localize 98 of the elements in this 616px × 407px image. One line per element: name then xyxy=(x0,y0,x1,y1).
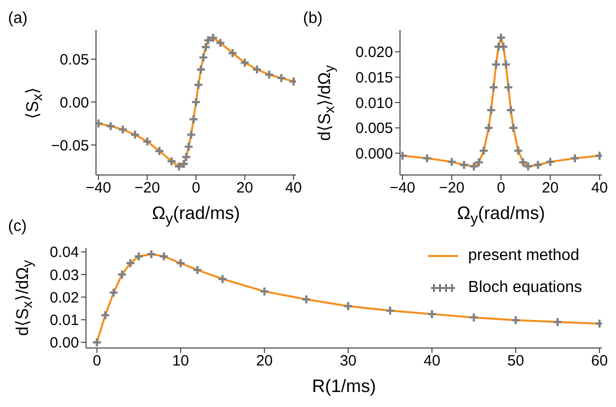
x-tick-label: 50 xyxy=(507,352,524,370)
point xyxy=(513,146,524,156)
x-tick-label: 0 xyxy=(92,352,102,370)
x-tick-label: 60 xyxy=(591,352,608,370)
point xyxy=(178,158,189,169)
point xyxy=(134,251,144,262)
point xyxy=(446,156,457,167)
point xyxy=(190,96,202,108)
point xyxy=(545,156,556,167)
point xyxy=(125,258,136,268)
point xyxy=(264,70,274,80)
point xyxy=(227,48,238,58)
x-tick-label: 20 xyxy=(256,352,273,370)
x-tick-label: 0 xyxy=(192,180,200,197)
y-tick-label: 0.015 xyxy=(355,69,393,86)
point xyxy=(468,312,479,323)
point xyxy=(198,52,208,63)
x-axis-title: Ω$_{y}$(rad/ms) xyxy=(152,203,240,228)
x-tick-label: 40 xyxy=(424,352,440,370)
point xyxy=(570,153,580,164)
point xyxy=(203,35,214,46)
x-tick-label: −40 xyxy=(86,180,112,197)
x-tick-label: 0 xyxy=(496,180,506,197)
point xyxy=(252,64,262,75)
x-tick-label: 20 xyxy=(542,180,559,197)
y-tick-label: 0.020 xyxy=(355,44,393,62)
point xyxy=(276,72,286,84)
point xyxy=(92,337,102,348)
point xyxy=(508,122,518,133)
y-tick-label: 0.04 xyxy=(50,244,79,262)
y-tick-label: 0.05 xyxy=(60,51,89,68)
x-tick-label: −20 xyxy=(439,180,464,197)
y-tick-label: 0.010 xyxy=(355,94,393,112)
point xyxy=(496,32,506,43)
point xyxy=(422,153,432,164)
x-tick-label: −20 xyxy=(134,180,160,197)
point xyxy=(506,105,516,116)
point xyxy=(158,251,170,262)
y-tick-label: 0.000 xyxy=(355,146,393,163)
point xyxy=(510,315,521,326)
point xyxy=(486,105,496,116)
point xyxy=(130,130,140,140)
point xyxy=(478,146,489,156)
point xyxy=(343,301,354,312)
point xyxy=(154,146,165,156)
x-tick-label: 20 xyxy=(236,180,254,197)
x-tick-label: −40 xyxy=(390,180,416,197)
point xyxy=(474,157,484,168)
y-tick-label: 0.00 xyxy=(60,94,89,112)
point xyxy=(193,80,204,90)
point xyxy=(484,122,494,133)
point xyxy=(181,152,192,162)
y-tick-label: 0.03 xyxy=(50,266,79,284)
point xyxy=(192,264,203,276)
x-axis-title: Ω$_{y}$(rad/ms) xyxy=(457,203,545,228)
point xyxy=(259,286,270,297)
x-tick-label: 10 xyxy=(172,352,189,370)
point xyxy=(532,160,544,170)
x-tick-label: 40 xyxy=(591,180,608,197)
point xyxy=(184,142,194,152)
point xyxy=(176,258,186,268)
point xyxy=(503,82,514,92)
y-tick-label: −0.05 xyxy=(51,137,89,154)
point xyxy=(142,136,152,147)
line-series xyxy=(97,36,295,168)
x-tick-label: 30 xyxy=(340,352,357,370)
point xyxy=(488,82,499,92)
point xyxy=(301,294,312,304)
point xyxy=(188,114,199,124)
point xyxy=(200,42,211,52)
point xyxy=(108,287,119,298)
point xyxy=(196,64,206,75)
point xyxy=(217,274,228,284)
point xyxy=(458,160,470,170)
y-tick-label: 0.005 xyxy=(355,120,393,138)
x-axis-title: R(1/ms) xyxy=(312,376,376,397)
point xyxy=(426,308,438,320)
point xyxy=(106,120,116,132)
chart-title: (c) xyxy=(8,218,27,236)
chart-title: (a) xyxy=(8,10,28,28)
legend-label: Bloch equations xyxy=(468,279,582,297)
point xyxy=(186,130,196,140)
point xyxy=(100,310,110,320)
legend-label: present method xyxy=(468,247,580,265)
chart-title: (b) xyxy=(303,10,323,28)
point xyxy=(552,316,563,328)
point xyxy=(240,58,250,68)
point xyxy=(384,306,396,316)
y-tick-label: 0.02 xyxy=(50,289,79,306)
y-tick-label: 0.00 xyxy=(50,334,79,352)
x-tick-label: 40 xyxy=(285,180,302,197)
point xyxy=(490,59,502,70)
point xyxy=(468,161,479,172)
y-tick-label: 0.01 xyxy=(50,312,79,330)
point xyxy=(146,249,156,260)
point xyxy=(116,269,128,280)
point xyxy=(500,59,512,70)
point xyxy=(118,124,128,135)
